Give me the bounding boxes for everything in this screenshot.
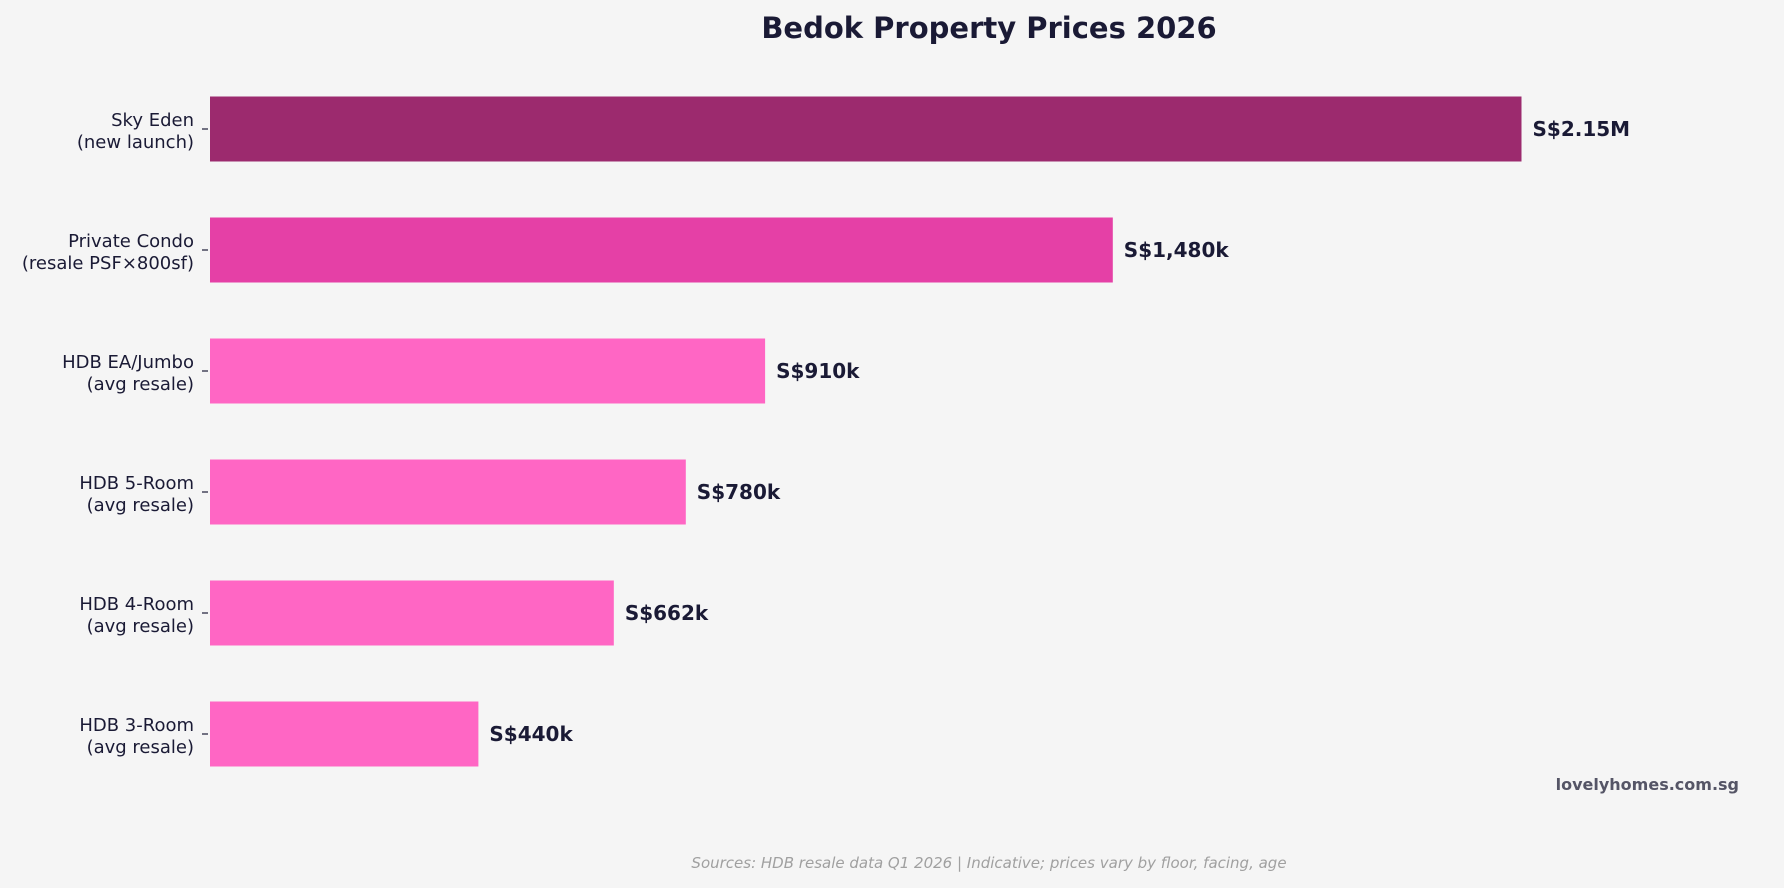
- bars-layer: Sky Eden (new launch) S$2.15M Private Condo…: [22, 96, 1631, 767]
- data-label: S$780k: [697, 480, 781, 504]
- bar: [210, 580, 614, 646]
- data-label: S$662k: [625, 601, 709, 625]
- data-label: S$1,480k: [1124, 238, 1230, 262]
- category-label: Private Condo (resale PSF×800sf): [22, 231, 194, 274]
- category-label: HDB 3-Room (avg resale): [79, 715, 194, 758]
- bar: [210, 217, 1113, 283]
- data-label: S$910k: [776, 359, 860, 383]
- bar: [210, 338, 766, 404]
- bar: [210, 701, 479, 767]
- category-label: HDB 4-Room (avg resale): [79, 594, 194, 637]
- category-label: HDB 5-Room (avg resale): [79, 473, 194, 516]
- data-label: S$440k: [489, 722, 573, 746]
- bar: [210, 96, 1522, 162]
- category-label: Sky Eden (new launch): [77, 110, 194, 153]
- watermark: lovelyhomes.com.sg: [1556, 775, 1739, 794]
- bar: [210, 459, 686, 525]
- source-note: Sources: HDB resale data Q1 2026 | Indic…: [691, 854, 1286, 872]
- category-label: HDB EA/Jumbo (avg resale): [62, 352, 194, 395]
- chart-title: Bedok Property Prices 2026: [761, 11, 1216, 45]
- data-label: S$2.15M: [1533, 117, 1631, 141]
